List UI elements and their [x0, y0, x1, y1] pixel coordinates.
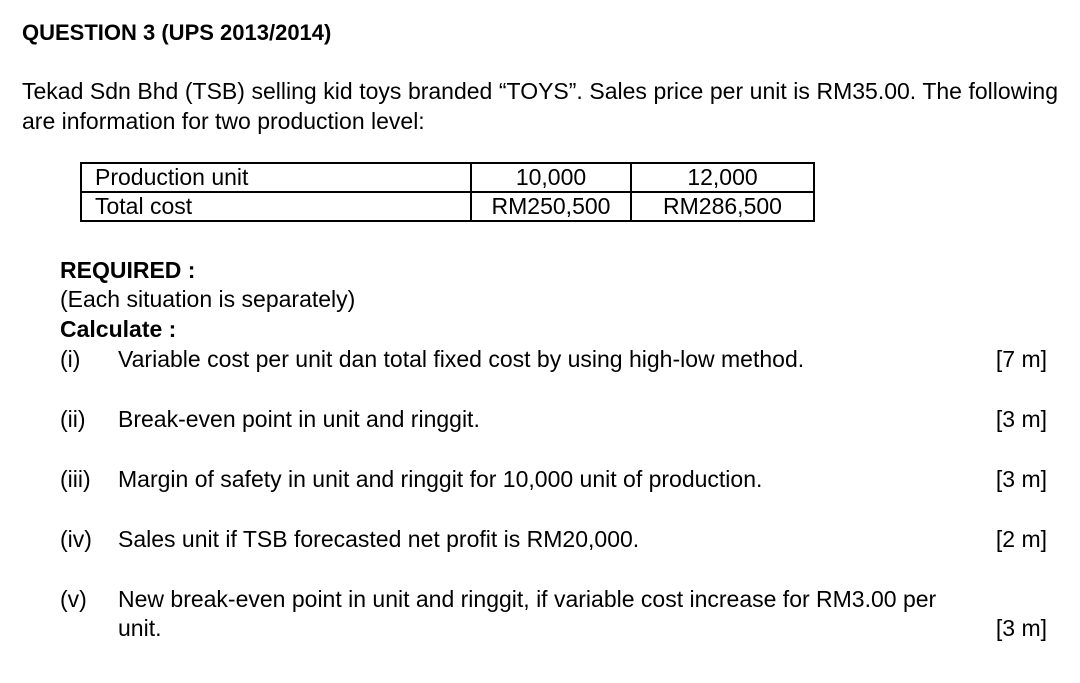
item-marks: [3 m]: [995, 406, 1047, 432]
row-label: Total cost: [80, 191, 472, 222]
item-text: Break-even point in unit and ringgit.: [118, 406, 480, 432]
cell-10000: 10,000: [470, 162, 632, 193]
intro-paragraph: Tekad Sdn Bhd (TSB) selling kid toys bra…: [22, 78, 1058, 134]
question-title: QUESTION 3 (UPS 2013/2014): [22, 20, 332, 45]
item-number: (iv): [60, 526, 92, 552]
table-row: Total cost RM250,500 RM286,500: [80, 191, 815, 222]
item-text: Variable cost per unit dan total fixed c…: [118, 346, 805, 372]
cell-12000: 12,000: [630, 162, 815, 193]
cell-cost-a: RM250,500: [470, 191, 632, 222]
calculate-heading: Calculate :: [60, 316, 177, 342]
item-marks: [3 m]: [995, 615, 1047, 641]
cell-cost-b: RM286,500: [630, 191, 815, 222]
required-heading: REQUIRED :: [60, 257, 196, 283]
item-number: (v): [60, 586, 87, 612]
item-marks: [7 m]: [995, 346, 1047, 372]
row-label: Production unit: [80, 162, 472, 193]
note-text: (Each situation is separately): [60, 286, 356, 312]
item-number: (iii): [60, 466, 91, 492]
item-text: Sales unit if TSB forecasted net profit …: [118, 526, 640, 552]
item-text: Margin of safety in unit and ringgit for…: [118, 466, 763, 492]
production-table: Production unit 10,000 12,000 Total cost…: [80, 162, 815, 222]
item-number: (i): [60, 346, 81, 372]
item-marks: [2 m]: [995, 526, 1047, 552]
item-number: (ii): [60, 406, 86, 432]
item-text: New break-even point in unit and ringgit…: [118, 586, 937, 612]
item-marks: [3 m]: [995, 466, 1047, 492]
item-text-continued: unit.: [118, 615, 162, 641]
table-row: Production unit 10,000 12,000: [80, 162, 815, 193]
